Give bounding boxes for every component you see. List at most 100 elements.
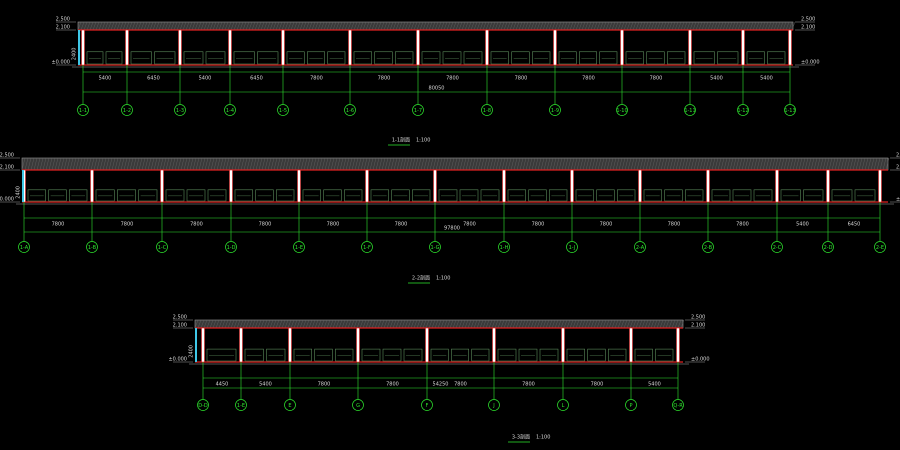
roof-hatch [662, 319, 667, 329]
car [95, 189, 115, 202]
axis-bubble [277, 104, 289, 116]
car [664, 189, 683, 202]
car [497, 348, 517, 362]
car [575, 189, 594, 202]
roof-hatch [473, 319, 478, 329]
roof-hatch [63, 157, 68, 171]
dim-label: 7800 [395, 222, 408, 228]
axis-label: 1-D [227, 245, 236, 251]
roof-hatch [521, 319, 526, 329]
roof-hatch [183, 157, 188, 171]
roof-hatch [761, 21, 766, 31]
roof-hatch [308, 319, 313, 329]
roof-hatch [377, 21, 382, 31]
car [528, 189, 547, 202]
roof-hatch [233, 21, 238, 31]
roof-hatch [335, 21, 340, 31]
roof-hatch [75, 157, 80, 171]
roof-hatch [569, 319, 574, 329]
height-dim: 2400 [16, 186, 22, 199]
roof-hatch [69, 157, 74, 171]
roof-hatch [467, 21, 472, 31]
roof-hatch [672, 157, 677, 171]
roof-hatch [618, 157, 623, 171]
roof-hatch [464, 319, 469, 329]
roof-hatch [350, 319, 355, 329]
roof-hatch [593, 319, 598, 329]
axis-bubble [121, 104, 133, 116]
roof-hatch [81, 157, 86, 171]
roof-hatch [416, 21, 421, 31]
roof-hatch [560, 319, 565, 329]
roof-hatch [614, 319, 619, 329]
roof-hatch [194, 21, 199, 31]
column [502, 169, 506, 203]
roof-hatch [155, 21, 160, 31]
axis-label: 1-7 [414, 108, 422, 114]
roof-hatch [221, 319, 226, 329]
roof-hatch [879, 157, 884, 171]
axis-bubble [771, 241, 783, 253]
roof-hatch [402, 157, 407, 171]
roof-hatch [164, 21, 169, 31]
roof-hatch [107, 21, 112, 31]
roof-hatch [207, 157, 212, 171]
roof-hatch [728, 21, 733, 31]
section-scale: 1:100 [436, 276, 450, 282]
roof-hatch [353, 21, 358, 31]
roof-hatch [861, 157, 866, 171]
roof-hatch [317, 319, 322, 329]
axis-label: 1-C [158, 245, 167, 251]
car [302, 189, 321, 202]
roof-hatch [461, 319, 466, 329]
roof-hatch [213, 157, 218, 171]
roof-hatch [608, 21, 613, 31]
roof-hatch [828, 157, 833, 171]
axis-label: 2-B [704, 245, 713, 251]
roof-hatch [87, 157, 92, 171]
roof-hatch [521, 21, 526, 31]
roof-hatch [509, 21, 514, 31]
roof-hatch [296, 319, 301, 329]
roof-hatch [260, 319, 265, 329]
roof-hatch [813, 157, 818, 171]
car [138, 189, 158, 202]
section-scale: 1:100 [536, 435, 550, 441]
roof-hatch [153, 157, 158, 171]
roof-hatch [788, 21, 793, 31]
roof-hatch [485, 21, 490, 31]
roof-hatch [789, 157, 794, 171]
roof-hatch [482, 21, 487, 31]
roof-hatch [305, 21, 310, 31]
roof-hatch [254, 21, 259, 31]
axis-label: 1-11 [684, 108, 695, 114]
roof-hatch [563, 21, 568, 31]
roof-hatch [864, 157, 869, 171]
roof-hatch [767, 21, 772, 31]
level-right: 2.500 [801, 17, 815, 23]
roof-hatch [263, 21, 268, 31]
roof-hatch [495, 157, 500, 171]
roof-hatch [720, 157, 725, 171]
roof-hatch [479, 21, 484, 31]
roof-hatch [855, 157, 860, 171]
roof-hatch [594, 157, 599, 171]
roof-hatch [500, 21, 505, 31]
roof-hatch [99, 157, 104, 171]
car [587, 348, 606, 362]
roof-hatch [632, 21, 637, 31]
roof-hatch [566, 21, 571, 31]
roof-hatch [345, 157, 350, 171]
roof-hatch [362, 319, 367, 329]
roof-hatch [503, 319, 508, 329]
level-left: 2.100 [173, 323, 187, 329]
roof-hatch [335, 319, 340, 329]
roof-hatch [744, 157, 749, 171]
roof-hatch [437, 319, 442, 329]
roof-hatch [147, 157, 152, 171]
roof-hatch [566, 319, 571, 329]
roof-hatch [410, 21, 415, 31]
roof-hatch [504, 157, 509, 171]
roof-hatch [527, 319, 532, 329]
